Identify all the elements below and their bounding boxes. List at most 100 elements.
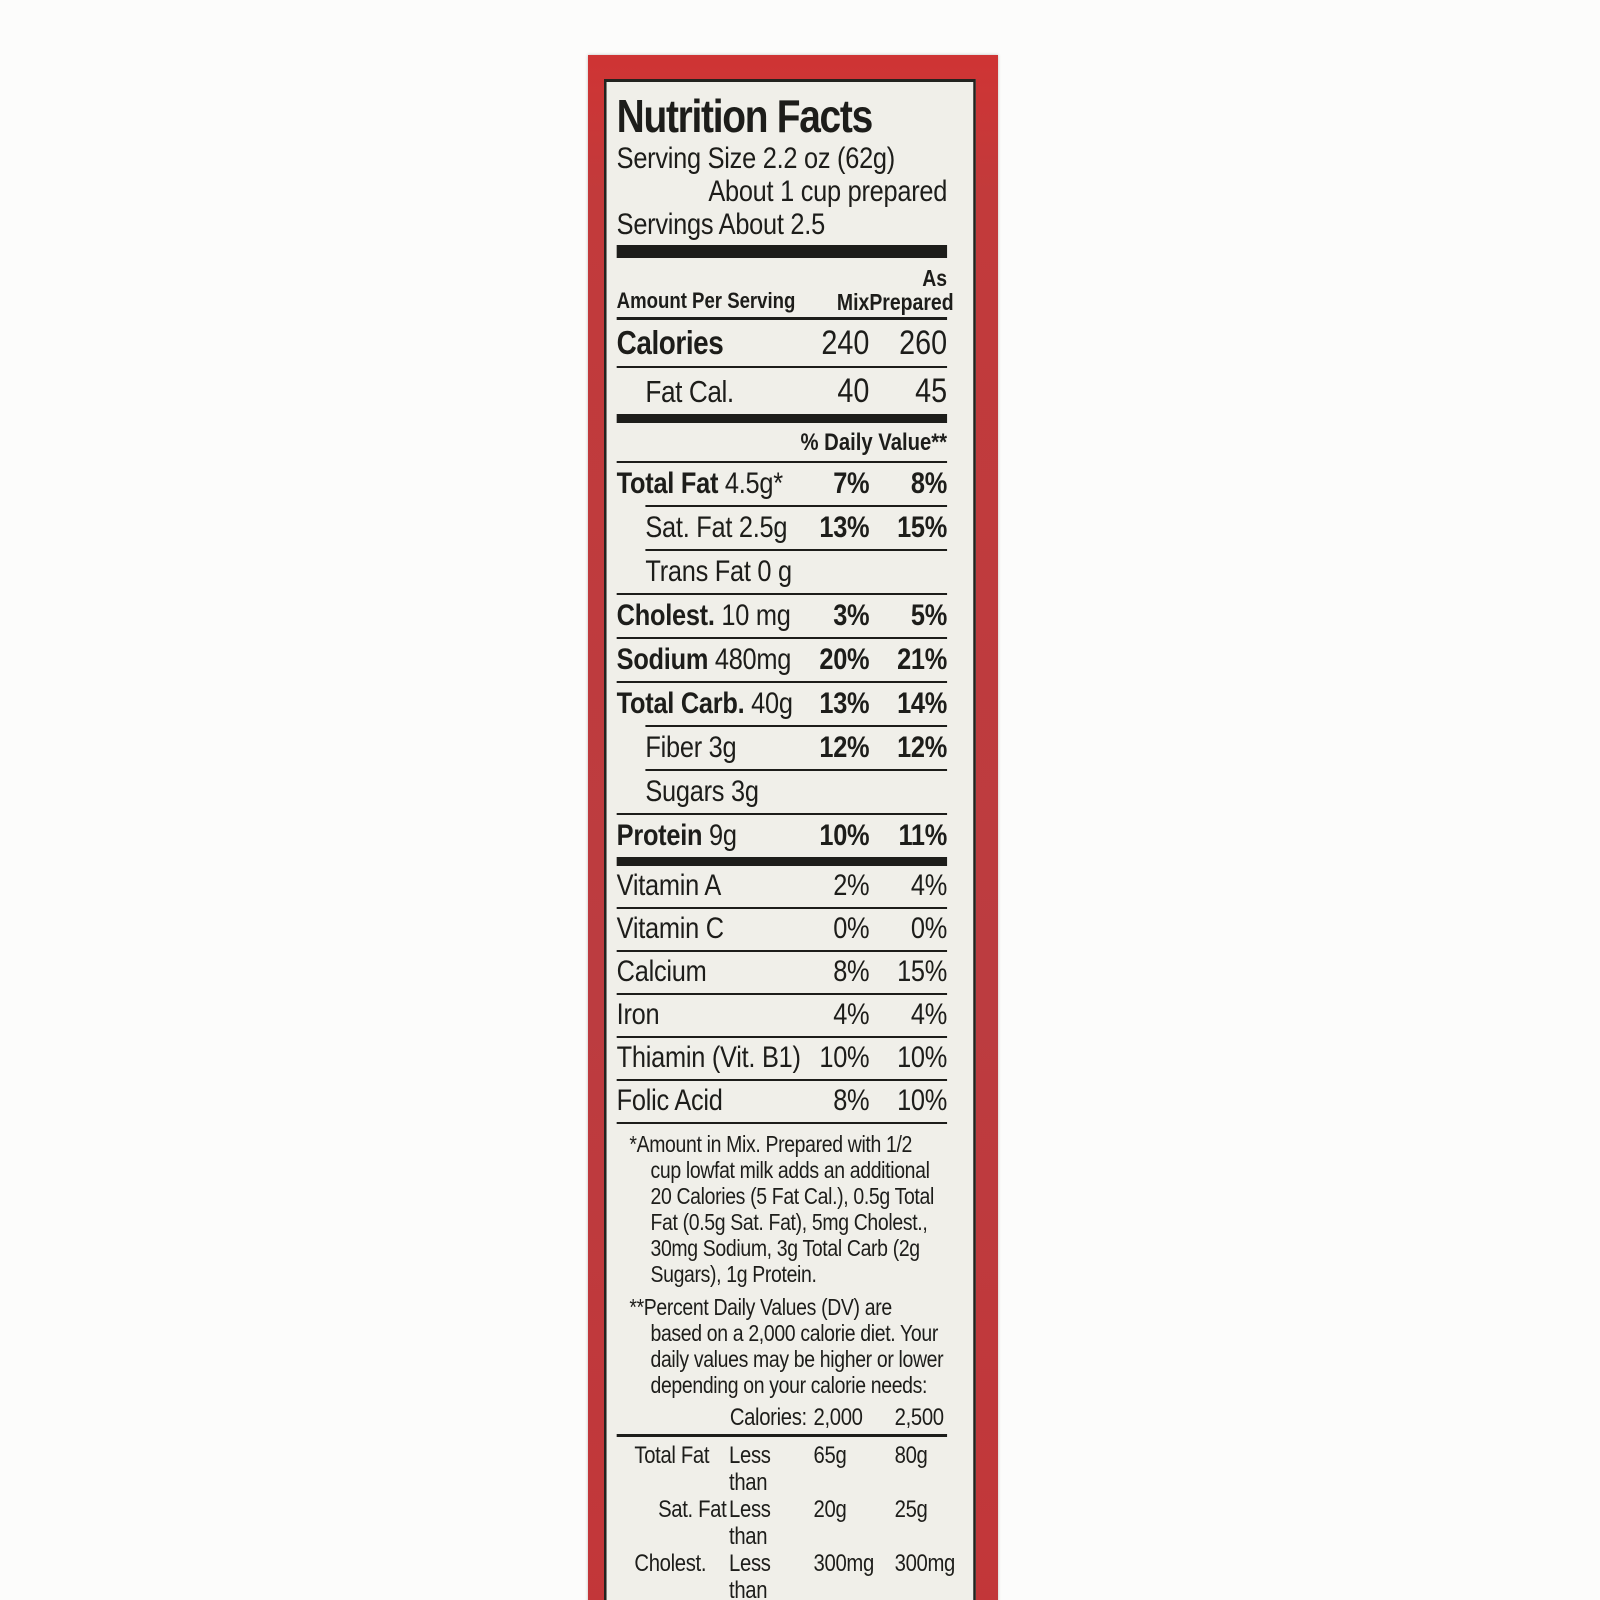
mix-column-header: Mix — [836, 289, 870, 315]
calories-mix: 240 — [821, 324, 870, 362]
vitamin-prepared-dv: 4% — [910, 869, 948, 902]
dv-reference-header: Calories: 2,000 2,500 — [617, 1404, 947, 1431]
nutrient-amount: 10 mg — [721, 599, 791, 632]
as-prepared-column-header: As Prepared — [869, 265, 954, 315]
nutrient-row-sodium: Sodium 480mg 20% 21% — [616, 639, 948, 681]
nutrient-row-trans-fat: Trans Fat 0 g — [617, 551, 947, 593]
vitamin-row-iron: Iron 4% 4% — [616, 995, 948, 1036]
nutrient-amount: 40g — [751, 687, 793, 720]
vitamin-prepared-dv: 10% — [897, 1084, 948, 1117]
as-line: As — [922, 265, 948, 291]
vitamin-mix-dv: 4% — [833, 998, 870, 1031]
nutrient-name: Sodium — [616, 643, 709, 676]
dv-qualifier: Less than — [729, 1550, 771, 1600]
calories-prepared: 260 — [899, 324, 948, 362]
vitamin-name: Calcium — [616, 955, 707, 988]
serving-size: Serving Size 2.2 oz (62g) — [616, 142, 896, 175]
dv-2500-header: 2,500 — [894, 1404, 944, 1431]
rule — [616, 1079, 948, 1081]
calories-label: Calories — [616, 324, 724, 361]
dv-name: Total Fat — [634, 1442, 710, 1469]
thick-rule — [616, 414, 948, 423]
calories-row: Calories 240 260 — [617, 320, 947, 366]
rule — [616, 1036, 948, 1038]
vitamin-prepared-dv: 10% — [897, 1041, 948, 1074]
nutrient-amount: 9g — [708, 819, 737, 852]
rule — [616, 637, 948, 639]
amount-per-serving-label: Amount Per Serving — [616, 288, 796, 313]
vitamin-name: Vitamin A — [616, 869, 722, 902]
rule — [616, 1122, 948, 1124]
daily-value-header: % Daily Value** — [800, 429, 948, 456]
dv-2500-value: 80g — [894, 1442, 928, 1469]
vitamin-name: Iron — [616, 998, 660, 1031]
vitamin-mix-dv: 2% — [833, 869, 870, 902]
rule — [616, 907, 948, 909]
nutrient-row-cholesterol: Cholest. 10 mg 3% 5% — [616, 595, 948, 637]
vitamin-name: Thiamin (Vit. B1) — [616, 1041, 801, 1074]
dv-2000-value: 65g — [813, 1442, 847, 1469]
rule — [616, 1434, 948, 1437]
nutrient-prepared-dv: 14% — [897, 687, 948, 720]
vitamin-mix-dv: 8% — [833, 1084, 870, 1117]
vitamin-row-vitamin-c: Vitamin C 0% 0% — [616, 909, 948, 950]
footnote-marker: ** — [629, 1294, 644, 1320]
nutrient-amount: 3g — [708, 731, 737, 764]
dv-2000-value: 300mg — [813, 1550, 875, 1577]
footnote-daily-values: **Percent Daily Values (DV) are based on… — [629, 1294, 944, 1398]
nutrient-mix-dv: 7% — [833, 467, 870, 500]
nutrient-mix-dv: 3% — [833, 599, 870, 632]
nutrient-row-sat-fat: Sat. Fat 2.5g 13% 15% — [617, 507, 947, 549]
vitamin-row-vitamin-a: Vitamin A 2% 4% — [616, 866, 948, 907]
nutrient-amount: 480mg — [714, 643, 792, 676]
nutrient-prepared-dv: 5% — [910, 599, 948, 632]
nutrient-name: Sat. Fat — [645, 511, 733, 544]
rule — [616, 813, 948, 815]
dv-2500-value: 25g — [894, 1496, 928, 1523]
vitamin-prepared-dv: 15% — [897, 955, 948, 988]
column-header-row: Amount Per Serving Mix As Prepared — [616, 258, 954, 320]
nutrient-prepared-dv: 12% — [897, 731, 948, 764]
rule — [616, 993, 948, 995]
dv-qualifier: Less than — [729, 1442, 771, 1496]
nutrient-mix-dv: 20% — [819, 643, 870, 676]
vitamin-mix-dv: 10% — [819, 1041, 870, 1074]
nutrient-amount: 3g — [730, 775, 759, 808]
dv-row-cholesterol: Cholest. Less than 300mg 300mg — [617, 1550, 955, 1600]
dv-qualifier: Less than — [729, 1496, 771, 1550]
rule — [616, 461, 948, 463]
vitamin-row-thiamin: Thiamin (Vit. B1) 10% 10% — [616, 1038, 948, 1079]
prepared-line: Prepared — [869, 289, 954, 315]
serving-prepared: About 1 cup prepared — [708, 175, 948, 208]
thick-rule — [616, 857, 948, 866]
vitamin-prepared-dv: 0% — [910, 912, 948, 945]
nutrient-row-sugars: Sugars 3g — [617, 771, 947, 813]
dv-name: Sat. Fat — [658, 1496, 727, 1523]
nutrient-name: Trans Fat — [645, 555, 751, 588]
vitamin-name: Folic Acid — [616, 1084, 723, 1117]
dv-row-total-fat: Total Fat Less than 65g 80g — [617, 1442, 947, 1496]
nutrient-amount: 0 g — [757, 555, 792, 588]
nutrient-amount: 2.5g — [738, 511, 788, 544]
nutrient-name: Total Carb. — [616, 687, 745, 720]
nutrient-mix-dv: 13% — [819, 511, 870, 544]
nutrient-amount: 4.5g* — [724, 467, 783, 500]
rule — [645, 769, 948, 771]
rule — [616, 366, 948, 368]
nutrient-mix-dv: 12% — [819, 731, 870, 764]
dv-calories-label: Calories: — [729, 1404, 807, 1431]
nutrient-name: Cholest. — [616, 599, 715, 632]
nutrient-prepared-dv: 8% — [910, 467, 948, 500]
nutrient-row-protein: Protein 9g 10% 11% — [617, 815, 948, 857]
fat-calories-mix: 40 — [837, 372, 870, 410]
rule — [616, 950, 948, 952]
nutrient-mix-dv: 10% — [819, 819, 870, 852]
servings-per-container: Servings About 2.5 — [616, 208, 825, 241]
product-box-panel: Nutrition Facts Serving Size 2.2 oz (62g… — [588, 55, 998, 1600]
label-title: Nutrition Facts — [616, 90, 874, 142]
fat-calories-label: Fat Cal. — [645, 374, 734, 409]
vitamin-name: Vitamin C — [616, 912, 724, 945]
nutrient-mix-dv: 13% — [819, 687, 870, 720]
nutrient-row-total-carb: Total Carb. 40g 13% 14% — [616, 683, 948, 725]
